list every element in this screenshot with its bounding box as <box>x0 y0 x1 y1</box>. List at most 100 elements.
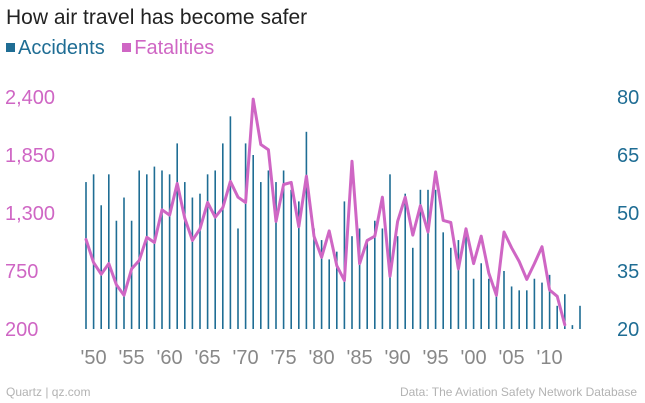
x-tick-label: '60 <box>157 347 183 369</box>
data-credit: Data: The Aviation Safety Network Databa… <box>399 385 637 399</box>
accident-bar <box>100 205 102 329</box>
y-left-tick-label: 200 <box>5 319 38 341</box>
accident-bar <box>564 294 566 329</box>
accident-bar <box>472 278 475 329</box>
legend-item-fatalities: Fatalities <box>122 37 214 60</box>
accident-bar <box>518 290 520 329</box>
accident-bar <box>298 201 300 329</box>
chart-legend: Accidents Fatalities <box>6 37 226 60</box>
y-right-tick-label: 35 <box>617 261 639 283</box>
accident-bar <box>488 278 490 329</box>
accident-bar <box>351 236 353 329</box>
accident-bar <box>176 143 178 329</box>
accident-bar <box>206 174 209 329</box>
accident-bar <box>85 182 87 329</box>
accident-bar <box>138 170 140 329</box>
legend-label-accidents: Accidents <box>18 37 105 59</box>
accident-bar <box>412 247 414 329</box>
accident-bar <box>199 193 201 329</box>
y-left-tick-label: 750 <box>5 261 38 283</box>
x-tick-label: '55 <box>119 347 145 369</box>
x-tick-label: '10 <box>537 347 563 369</box>
accident-bar <box>579 305 581 329</box>
accident-bar <box>328 259 330 329</box>
accident-bar <box>396 236 399 329</box>
accident-bar <box>450 247 452 329</box>
y-right-tick-label: 20 <box>617 319 639 341</box>
source-label: Quartz | qz.com <box>6 385 91 399</box>
x-tick-label: '85 <box>347 347 373 369</box>
accident-bar <box>480 263 482 329</box>
accident-bar <box>115 220 118 329</box>
accident-bar <box>427 189 429 329</box>
x-tick-label: '65 <box>195 347 221 369</box>
accident-bar <box>92 174 95 329</box>
accident-bar <box>434 189 437 329</box>
accident-bar <box>320 240 323 329</box>
x-tick-label: '05 <box>499 347 525 369</box>
accident-bar <box>267 170 270 329</box>
accident-bar <box>244 143 247 329</box>
accident-bar <box>442 232 444 329</box>
y-right-tick-label: 80 <box>617 87 639 109</box>
accident-bar <box>556 305 558 329</box>
accident-bar <box>374 220 376 329</box>
y-right-tick-label: 50 <box>617 203 639 225</box>
accident-bar <box>541 282 543 329</box>
accident-bar <box>358 228 361 329</box>
accident-bar <box>282 170 285 329</box>
accident-bar <box>252 155 254 329</box>
accident-bar <box>161 170 163 329</box>
fatalities-line <box>84 97 567 327</box>
accident-bar <box>191 197 194 329</box>
x-tick-label: '50 <box>81 347 107 369</box>
accident-bar <box>404 193 406 329</box>
legend-item-accidents: Accidents <box>6 37 105 60</box>
accident-bar <box>229 116 232 329</box>
accident-bar <box>313 228 315 329</box>
accident-bar <box>366 240 368 329</box>
accident-bar <box>123 197 125 329</box>
accident-bar <box>336 251 338 329</box>
accident-bar <box>495 286 498 329</box>
accident-bar <box>389 174 391 329</box>
accident-bar <box>168 174 171 329</box>
accident-bar <box>222 143 224 329</box>
x-tick-label: '70 <box>233 347 259 369</box>
accident-bar <box>465 236 467 329</box>
accident-bar <box>503 271 505 329</box>
y-left-tick-label: 2,400 <box>5 87 55 109</box>
accident-bar <box>290 189 292 329</box>
accident-bar <box>571 325 574 329</box>
accident-bar <box>214 170 216 329</box>
accident-bar <box>260 182 262 329</box>
chart-title: How air travel has become safer <box>6 6 308 29</box>
legend-label-fatalities: Fatalities <box>134 37 215 59</box>
accident-bar <box>381 228 384 329</box>
accidents-swatch-icon <box>6 43 15 52</box>
x-tick-label: '80 <box>309 347 335 369</box>
accident-bar <box>533 278 536 329</box>
accident-bar <box>526 290 528 329</box>
accident-bar <box>184 182 186 329</box>
x-tick-label: '00 <box>461 347 487 369</box>
accident-bar <box>510 286 513 329</box>
accident-bar <box>457 240 460 329</box>
accident-bar <box>275 182 277 329</box>
x-tick-label: '90 <box>385 347 411 369</box>
accident-bar <box>419 189 422 329</box>
accident-bar <box>237 228 239 329</box>
fatalities-swatch-icon <box>122 43 132 52</box>
accident-bar <box>548 274 551 329</box>
y-left-tick-label: 1,850 <box>5 145 55 167</box>
x-tick-label: '75 <box>271 347 297 369</box>
x-tick-label: '95 <box>423 347 449 369</box>
accident-bar <box>153 166 156 329</box>
accident-bar <box>130 220 133 329</box>
accident-bar <box>146 174 148 329</box>
accident-bar <box>305 131 308 329</box>
y-left-tick-label: 1,300 <box>5 203 55 225</box>
accident-bar <box>108 174 110 329</box>
y-right-tick-label: 65 <box>617 145 639 167</box>
